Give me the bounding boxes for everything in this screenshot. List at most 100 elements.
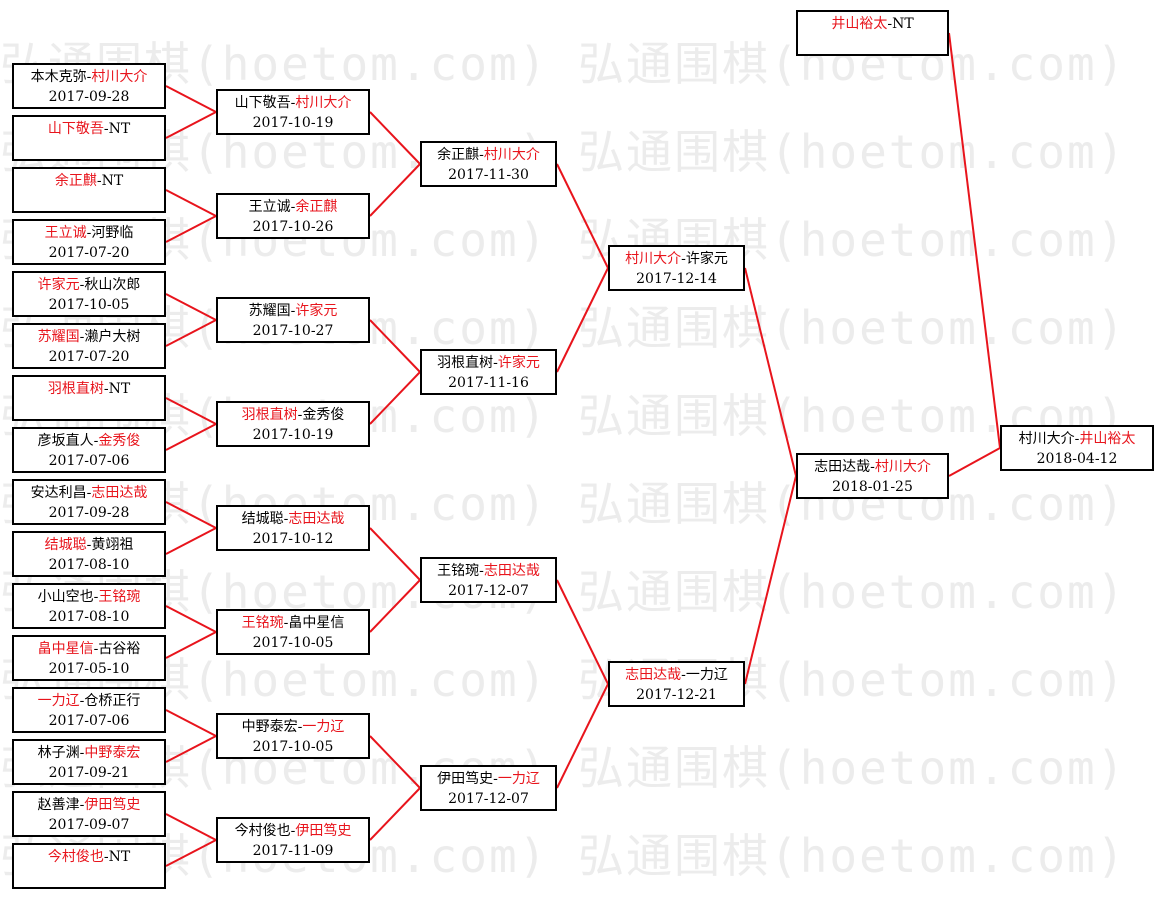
player-2: 许家元 (685, 251, 728, 267)
match-players: 一力辽-仓桥正行 (14, 691, 164, 711)
player-2: 一力辽 (302, 719, 345, 735)
separator: - (479, 147, 484, 163)
match-box: 王立诚-余正麒 2017-10-26 (216, 193, 370, 239)
match-date: 2017-08-10 (48, 557, 130, 573)
match-players: 井山裕太-NT (798, 14, 947, 34)
player-1: 村川大介 (1018, 431, 1075, 447)
separator: - (1074, 431, 1080, 447)
match-date: 2017-07-20 (48, 245, 130, 261)
separator: - (79, 745, 85, 761)
match-box: 伊田笃史-一力辽 2017-12-07 (420, 765, 557, 811)
match-box: 小山空也-王铭琬 2017-08-10 (12, 583, 166, 629)
match-date: 2017-10-26 (252, 219, 334, 235)
player-2: 金秀俊 (302, 407, 345, 423)
watermark-text: 弘通围棋(hoetom.com) 弘通围棋(hoetom.com) (0, 653, 1127, 707)
connector-line (165, 85, 217, 113)
match-date: 2017-10-05 (48, 297, 130, 313)
connector-line (369, 787, 421, 841)
player-2: 许家元 (497, 355, 540, 371)
match-box: 苏耀国-许家元 2017-10-27 (216, 297, 370, 343)
player-1: 许家元 (37, 277, 80, 293)
match-date: 2017-12-07 (448, 791, 529, 807)
match-players: 小山空也-王铭琬 (14, 587, 164, 607)
match-box: 井山裕太-NT (796, 10, 949, 56)
match-date: 2017-12-14 (636, 271, 717, 287)
separator: - (103, 381, 109, 397)
player-1: 伊田笃史 (437, 771, 494, 787)
separator: - (93, 589, 99, 605)
player-1: 结城聪 (241, 511, 284, 527)
separator: - (93, 641, 99, 657)
player-1: 王立诚 (248, 199, 291, 215)
match-date: 2017-10-19 (252, 115, 334, 131)
match-box: 本木克弥-村川大介 2017-09-28 (12, 63, 166, 109)
watermark-text: 弘通围棋(hoetom.com) 弘通围棋(hoetom.com) (0, 125, 1127, 179)
separator: - (103, 849, 109, 865)
match-box: 羽根直树-金秀俊 2017-10-19 (216, 401, 370, 447)
match-box: 山下敬吾-NT (12, 115, 166, 161)
connector-line (556, 683, 609, 789)
match-date: 2017-11-09 (252, 843, 334, 859)
player-2: 伊田笃史 (84, 797, 141, 813)
separator: - (297, 407, 303, 423)
match-players: 安达利昌-志田达哉 (14, 483, 164, 503)
player-2: 村川大介 (874, 459, 931, 475)
connector-line (369, 163, 421, 217)
match-players: 彦坂直人-金秀俊 (14, 431, 164, 451)
connector-line (165, 319, 217, 347)
connector-line (369, 527, 421, 581)
separator: - (290, 199, 296, 215)
connector-line (369, 735, 421, 789)
player-2: 伊田笃史 (295, 823, 352, 839)
player-2: 秋山次郎 (84, 277, 141, 293)
player-2: NT (101, 173, 124, 189)
connector-line (744, 475, 797, 685)
separator: - (681, 667, 686, 683)
match-players: 王立诚-余正麒 (218, 197, 368, 217)
player-2: 畠中星信 (288, 615, 345, 631)
match-players: 结城聪-黄翊祖 (14, 535, 164, 555)
player-2: 村川大介 (483, 147, 540, 163)
match-players: 苏耀国-濑户大树 (14, 327, 164, 347)
player-1: 山下敬吾 (47, 121, 104, 137)
match-box: 赵善津-伊田笃史 2017-09-07 (12, 791, 166, 837)
match-box: 结城聪-志田达哉 2017-10-12 (216, 505, 370, 551)
match-players: 王立诚-河野临 (14, 223, 164, 243)
match-box: 羽根直树-NT (12, 375, 166, 421)
player-2: 中野泰宏 (84, 745, 141, 761)
separator: - (96, 173, 102, 189)
player-1: 彦坂直人 (37, 433, 94, 449)
player-1: 安达利昌 (30, 485, 87, 501)
connector-line (948, 447, 1001, 477)
match-players: 苏耀国-许家元 (218, 301, 368, 321)
match-box: 王铭琬-畠中星信 2017-10-05 (216, 609, 370, 655)
player-1: 王立诚 (44, 225, 87, 241)
match-players: 志田达哉-一力辽 (610, 665, 743, 685)
player-2: 井山裕太 (1079, 431, 1136, 447)
match-box: 羽根直树-许家元 2017-11-16 (420, 349, 557, 395)
player-2: 王铭琬 (98, 589, 141, 605)
separator: - (297, 719, 303, 735)
match-box: 村川大介-井山裕太 2018-04-12 (1000, 425, 1154, 471)
player-1: 志田达哉 (814, 459, 871, 475)
match-date: 2017-08-10 (48, 609, 130, 625)
connector-line (165, 397, 217, 425)
match-box: 山下敬吾-村川大介 2017-10-19 (216, 89, 370, 135)
separator: - (493, 355, 498, 371)
separator: - (290, 95, 296, 111)
match-date: 2017-12-21 (636, 687, 717, 703)
player-2: 志田达哉 (91, 485, 148, 501)
match-players: 村川大介-井山裕太 (1002, 429, 1152, 449)
player-1: 今村俊也 (234, 823, 291, 839)
player-1: 王铭琬 (437, 563, 480, 579)
connector-line (165, 813, 217, 841)
connector-line (948, 32, 1001, 449)
player-2: NT (892, 16, 914, 32)
connector-line (369, 111, 421, 165)
match-box: 畠中星信-古谷裕 2017-05-10 (12, 635, 166, 681)
match-date: 2017-11-16 (448, 375, 529, 391)
connector-line (369, 371, 421, 425)
match-date: 2017-10-12 (252, 531, 334, 547)
connector-line (556, 163, 609, 269)
player-1: 结城聪 (44, 537, 87, 553)
